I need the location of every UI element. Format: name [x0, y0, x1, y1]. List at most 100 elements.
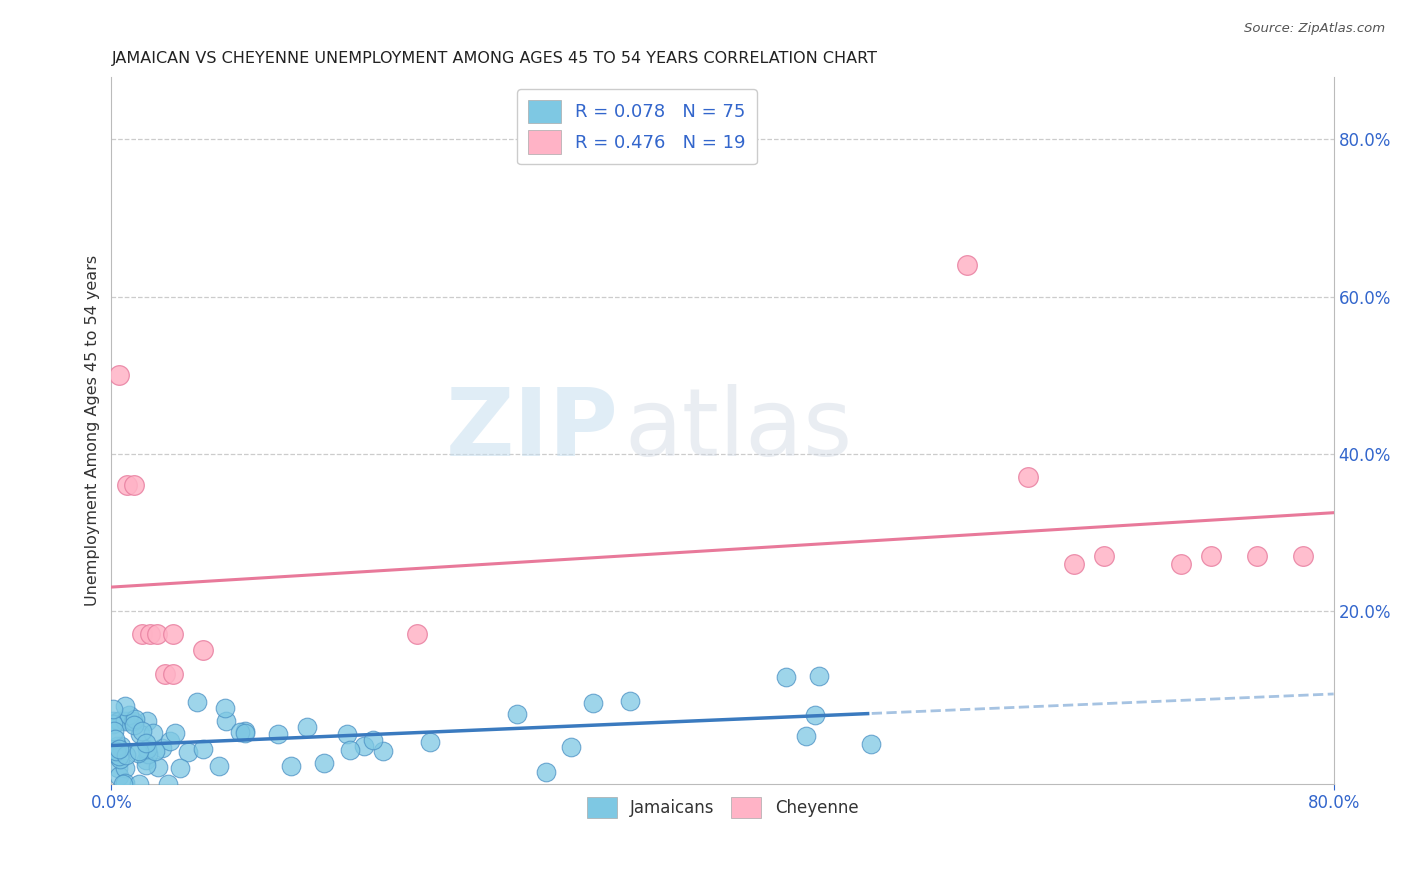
Point: [157, 777, 180, 791]
Point: [108, 769, 131, 783]
Point: [406, 627, 429, 641]
Point: [619, 694, 641, 708]
Point: [233, 726, 256, 740]
Point: [108, 714, 131, 728]
Point: [280, 759, 302, 773]
Point: [506, 706, 529, 721]
Point: [108, 368, 131, 383]
Point: [1094, 549, 1116, 563]
Point: [807, 669, 830, 683]
Point: [150, 741, 173, 756]
Point: [233, 723, 256, 738]
Point: [1246, 549, 1268, 563]
Point: [560, 739, 582, 754]
Point: [804, 707, 827, 722]
Point: [136, 747, 159, 761]
Point: [297, 720, 319, 734]
Legend: Jamaicans, Cheyenne: Jamaicans, Cheyenne: [581, 790, 865, 825]
Point: [128, 777, 150, 791]
Point: [131, 627, 153, 641]
Point: [148, 760, 170, 774]
Point: [111, 777, 134, 791]
Point: [108, 752, 131, 766]
Point: [135, 757, 157, 772]
Point: [312, 756, 335, 770]
Point: [145, 744, 167, 758]
Point: [581, 696, 603, 710]
Point: [371, 744, 394, 758]
Point: [159, 734, 181, 748]
Point: [107, 761, 129, 775]
Point: [103, 723, 125, 738]
Point: [1292, 549, 1315, 563]
Point: [114, 714, 136, 728]
Point: [124, 478, 146, 492]
Point: [142, 726, 165, 740]
Point: [105, 744, 128, 758]
Point: [163, 726, 186, 740]
Point: [135, 736, 157, 750]
Point: [177, 746, 200, 760]
Point: [1170, 557, 1192, 571]
Point: [336, 727, 359, 741]
Point: [534, 764, 557, 779]
Point: [215, 714, 238, 728]
Point: [103, 742, 125, 756]
Point: [191, 741, 214, 756]
Point: [1063, 557, 1085, 571]
Point: [118, 714, 141, 728]
Text: atlas: atlas: [624, 384, 853, 476]
Point: [107, 714, 129, 728]
Point: [114, 747, 136, 762]
Text: ZIP: ZIP: [446, 384, 619, 476]
Point: [191, 643, 214, 657]
Point: [153, 666, 176, 681]
Point: [110, 739, 132, 753]
Point: [101, 714, 124, 729]
Point: [114, 699, 136, 714]
Point: [108, 741, 131, 756]
Point: [1017, 470, 1039, 484]
Point: [124, 712, 146, 726]
Point: [122, 718, 145, 732]
Point: [267, 727, 290, 741]
Point: [794, 729, 817, 743]
Point: [107, 748, 129, 763]
Point: [131, 723, 153, 738]
Point: [146, 627, 169, 641]
Point: [104, 732, 127, 747]
Point: [136, 741, 159, 756]
Point: [135, 753, 157, 767]
Point: [956, 258, 979, 272]
Point: [353, 739, 375, 753]
Point: [229, 724, 252, 739]
Point: [118, 708, 141, 723]
Y-axis label: Unemployment Among Ages 45 to 54 years: Unemployment Among Ages 45 to 54 years: [86, 254, 100, 606]
Point: [162, 627, 184, 641]
Point: [135, 714, 157, 728]
Point: [128, 744, 150, 758]
Point: [122, 714, 145, 728]
Point: [115, 478, 138, 492]
Point: [775, 670, 797, 684]
Point: [339, 743, 361, 757]
Point: [214, 700, 236, 714]
Point: [860, 737, 883, 751]
Point: [114, 776, 136, 790]
Point: [105, 739, 128, 753]
Point: [162, 666, 184, 681]
Point: [186, 695, 208, 709]
Point: [207, 759, 229, 773]
Point: [361, 733, 384, 747]
Point: [127, 747, 149, 761]
Text: JAMAICAN VS CHEYENNE UNEMPLOYMENT AMONG AGES 45 TO 54 YEARS CORRELATION CHART: JAMAICAN VS CHEYENNE UNEMPLOYMENT AMONG …: [111, 51, 877, 66]
Point: [101, 702, 124, 716]
Point: [138, 627, 160, 641]
Point: [1201, 549, 1223, 563]
Point: [419, 735, 441, 749]
Point: [169, 761, 191, 775]
Text: Source: ZipAtlas.com: Source: ZipAtlas.com: [1244, 22, 1385, 36]
Point: [114, 761, 136, 775]
Point: [103, 717, 125, 731]
Point: [128, 727, 150, 741]
